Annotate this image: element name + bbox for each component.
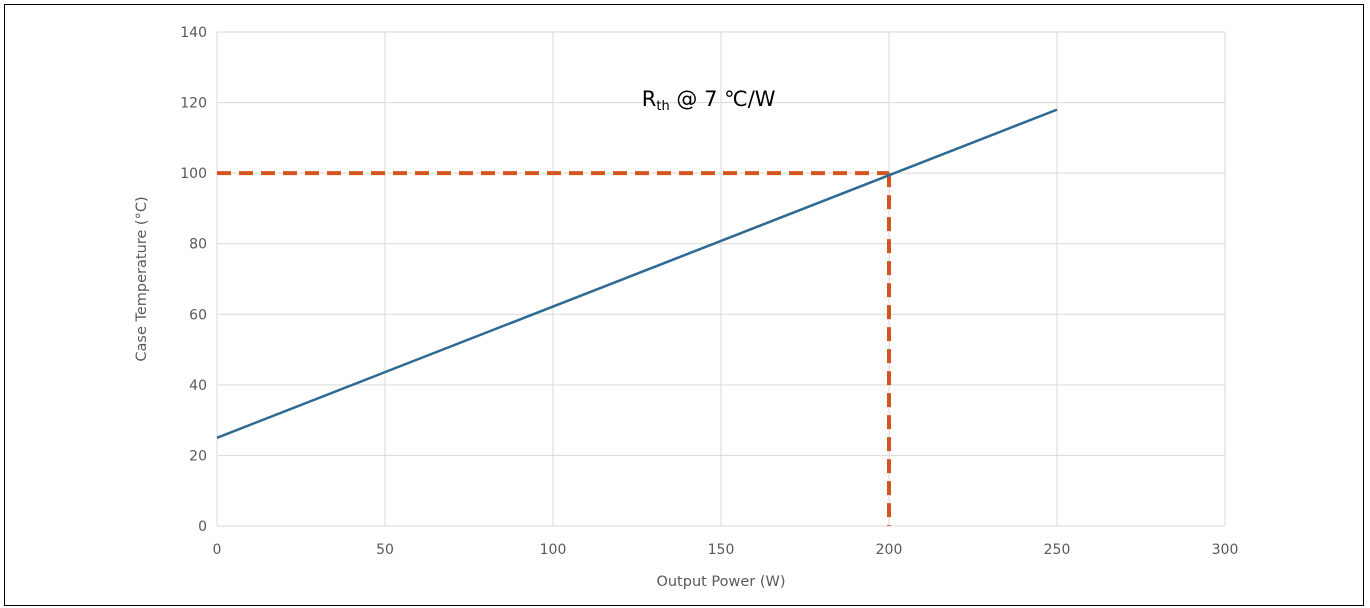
x-axis-ticks: 0 50 100 150 200 250 300	[213, 542, 1239, 558]
chart-frame	[4, 4, 1364, 606]
reference-lines	[217, 171, 891, 526]
x-axis-title: Output Power (W)	[656, 574, 785, 590]
series-layer	[216, 108, 1058, 439]
x-tick-label: 150	[708, 542, 735, 558]
gridlines	[216, 31, 1226, 527]
x-tick-label: 300	[1212, 542, 1239, 558]
y-tick-label: 0	[198, 519, 207, 535]
thermal-resistance-annotation: Rth @ 7 ℃/W	[642, 87, 776, 114]
x-tick-label: 0	[213, 542, 222, 558]
y-tick-label: 100	[180, 166, 207, 182]
annotation-subscript: th	[656, 99, 669, 114]
y-tick-label: 140	[180, 25, 207, 41]
y-tick-label: 60	[189, 307, 207, 323]
x-tick-label: 100	[540, 542, 567, 558]
y-tick-label: 40	[189, 378, 207, 394]
y-axis-ticks: 0 20 40 60 80 100 120 140	[180, 25, 207, 535]
x-tick-label: 250	[1044, 542, 1071, 558]
y-tick-label: 120	[180, 96, 207, 112]
y-axis-title: Case Temperature (°C)	[134, 196, 150, 361]
x-tick-label: 200	[876, 542, 903, 558]
annotation-main: R	[642, 87, 657, 111]
x-tick-label: 50	[376, 542, 394, 558]
annotation-rest: @ 7 ℃/W	[670, 87, 776, 111]
series-line	[216, 108, 1058, 439]
y-tick-label: 20	[189, 448, 207, 464]
y-tick-label: 80	[189, 237, 207, 253]
